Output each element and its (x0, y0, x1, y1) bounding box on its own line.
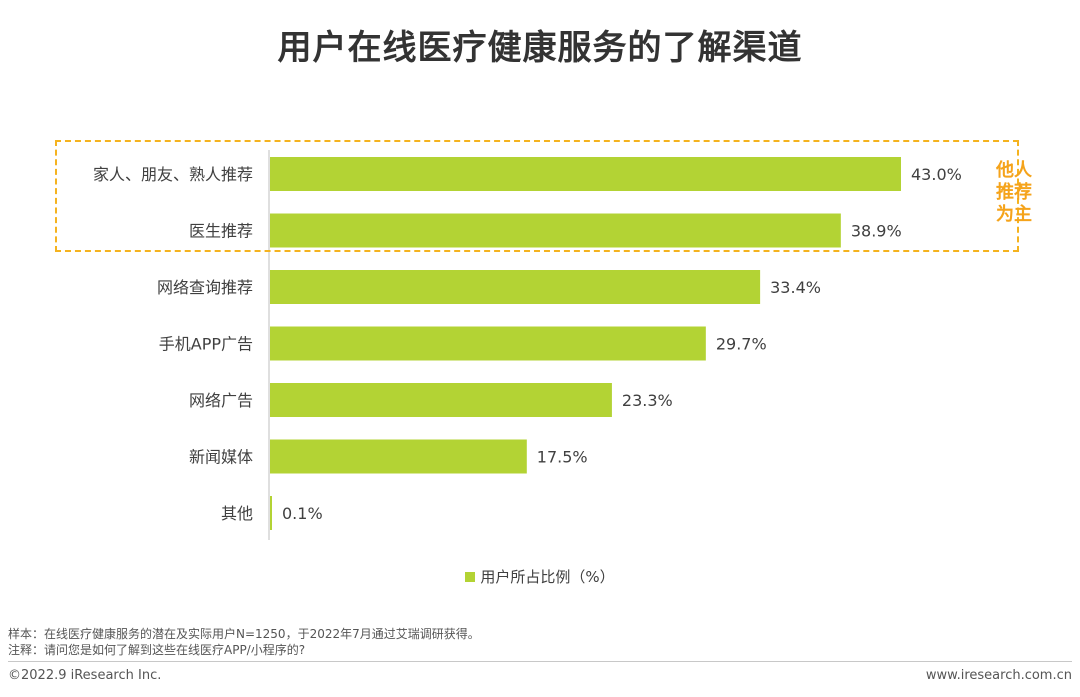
category-label: 新闻媒体 (189, 448, 253, 467)
legend-swatch (465, 571, 476, 582)
category-label: 网络广告 (189, 391, 253, 410)
value-label: 29.7% (716, 335, 767, 354)
value-label: 33.4% (770, 278, 821, 297)
value-label: 38.9% (851, 222, 902, 241)
category-label: 家人、朋友、熟人推荐 (93, 165, 253, 184)
footer-website[interactable]: www.iresearch.com.cn (925, 668, 1072, 683)
footer-copyright: ©2022.9 iResearch Inc. (8, 668, 162, 683)
category-label: 医生推荐 (189, 222, 253, 241)
bar (270, 213, 841, 248)
bar (270, 496, 272, 530)
annotation-line: 推荐 (996, 182, 1032, 203)
bar-chart: 家人、朋友、熟人推荐 43.0% 医生推荐 38.9% 网络查询推荐 33.4% 手机APP… (93, 150, 962, 540)
category-label: 网络查询推荐 (157, 278, 253, 297)
bar (270, 157, 901, 191)
bar (270, 326, 706, 361)
page-title: 用户在线医疗健康服务的了解渠道 (277, 28, 803, 68)
annotation-line: 他人 (996, 160, 1032, 181)
legend-label: 用户所占比例（%） (480, 568, 615, 586)
bar (270, 270, 761, 304)
legend: 用户所占比例（%） (0, 566, 1080, 587)
remark-note: 注释：请问您是如何了解到这些在线医疗APP/小程序的? (8, 643, 306, 657)
value-label: 17.5% (537, 448, 588, 467)
value-label: 43.0% (911, 165, 962, 184)
bar (270, 439, 527, 474)
notes: 样本：在线医疗健康服务的潜在及实际用户N=1250，于2022年7月通过艾瑞调研… (8, 626, 480, 658)
category-label: 手机APP广告 (159, 335, 253, 354)
footer-divider (8, 661, 1072, 662)
value-label: 0.1% (282, 504, 323, 523)
bar (270, 383, 612, 417)
category-label: 其他 (221, 504, 253, 523)
highlight-annotation: 他人 推荐 为主 (996, 160, 1040, 226)
highlight-box (55, 140, 1019, 252)
value-label: 23.3% (622, 391, 673, 410)
annotation-line: 为主 (996, 204, 1032, 225)
sample-note: 样本：在线医疗健康服务的潜在及实际用户N=1250，于2022年7月通过艾瑞调研… (8, 627, 480, 641)
